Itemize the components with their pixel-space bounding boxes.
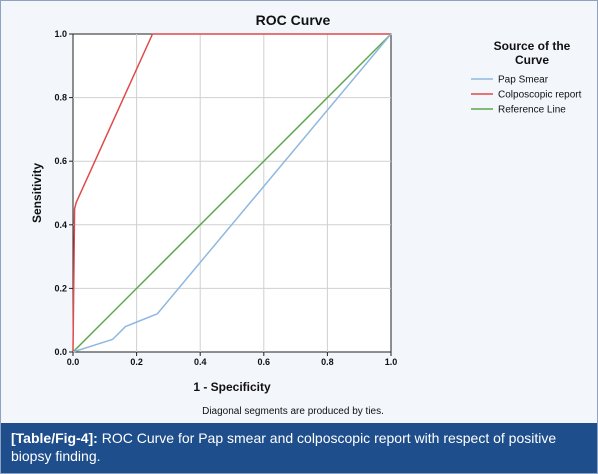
caption-label: [Table/Fig-4]: [11, 430, 98, 446]
caption-text: ROC Curve for Pap smear and colposcopic … [11, 430, 557, 464]
series-lines [72, 33, 392, 353]
x-tick-label-1: 0.2 [130, 357, 143, 367]
legend-title-line-1: Source of the [494, 39, 571, 53]
x-tick-label-0: 0.0 [67, 357, 80, 367]
legend-label-reference-line: Reference Line [498, 105, 566, 116]
y-tick-label-0: 0.0 [54, 347, 67, 357]
y-axis-label: Sensitivity [30, 163, 44, 223]
legend-label-pap-smear: Pap Smear [498, 75, 549, 86]
series-line-reference-line [72, 33, 392, 353]
y-tick-label-5: 1.0 [54, 29, 67, 39]
y-tick-label-2: 0.4 [54, 220, 67, 230]
plot-panel: 0.0 0.2 0.4 0.6 0.8 1.0 0.0 0.2 0.4 0.6 0.8 1.0 ROC… [1, 1, 597, 423]
footnote: Diagonal segments are produced by ties. [202, 406, 384, 417]
y-tick-label-4: 0.8 [54, 93, 67, 103]
x-tick-label-4: 0.8 [321, 357, 334, 367]
legend-label-colposcopic-report: Colposcopic report [498, 90, 582, 101]
chart-title: ROC Curve [256, 12, 331, 28]
x-tick-label-3: 0.6 [258, 357, 271, 367]
x-axis-label: 1 - Specificity [193, 380, 271, 394]
y-tick-label-1: 0.2 [54, 283, 67, 293]
y-tick-label-3: 0.6 [54, 156, 67, 166]
x-tick-label-2: 0.4 [194, 357, 207, 367]
legend: Source of the Curve Pap Smear Colposcopic… [471, 39, 582, 116]
figure-caption: [Table/Fig-4]: ROC Curve for Pap smear a… [1, 423, 597, 473]
series-line-pap-smear [72, 33, 392, 353]
legend-items: Pap Smear Colposcopic report Reference Lin… [471, 75, 582, 116]
legend-title-line-2: Curve [515, 53, 549, 67]
roc-chart: 0.0 0.2 0.4 0.6 0.8 1.0 0.0 0.2 0.4 0.6 0.8 1.0 ROC… [30, 12, 582, 417]
series-line-colposcopic-report [72, 33, 391, 353]
ticks: 0.0 0.2 0.4 0.6 0.8 1.0 0.0 0.2 0.4 0.6 0.8 1.0 [54, 29, 397, 367]
x-tick-label-5: 1.0 [385, 357, 398, 367]
